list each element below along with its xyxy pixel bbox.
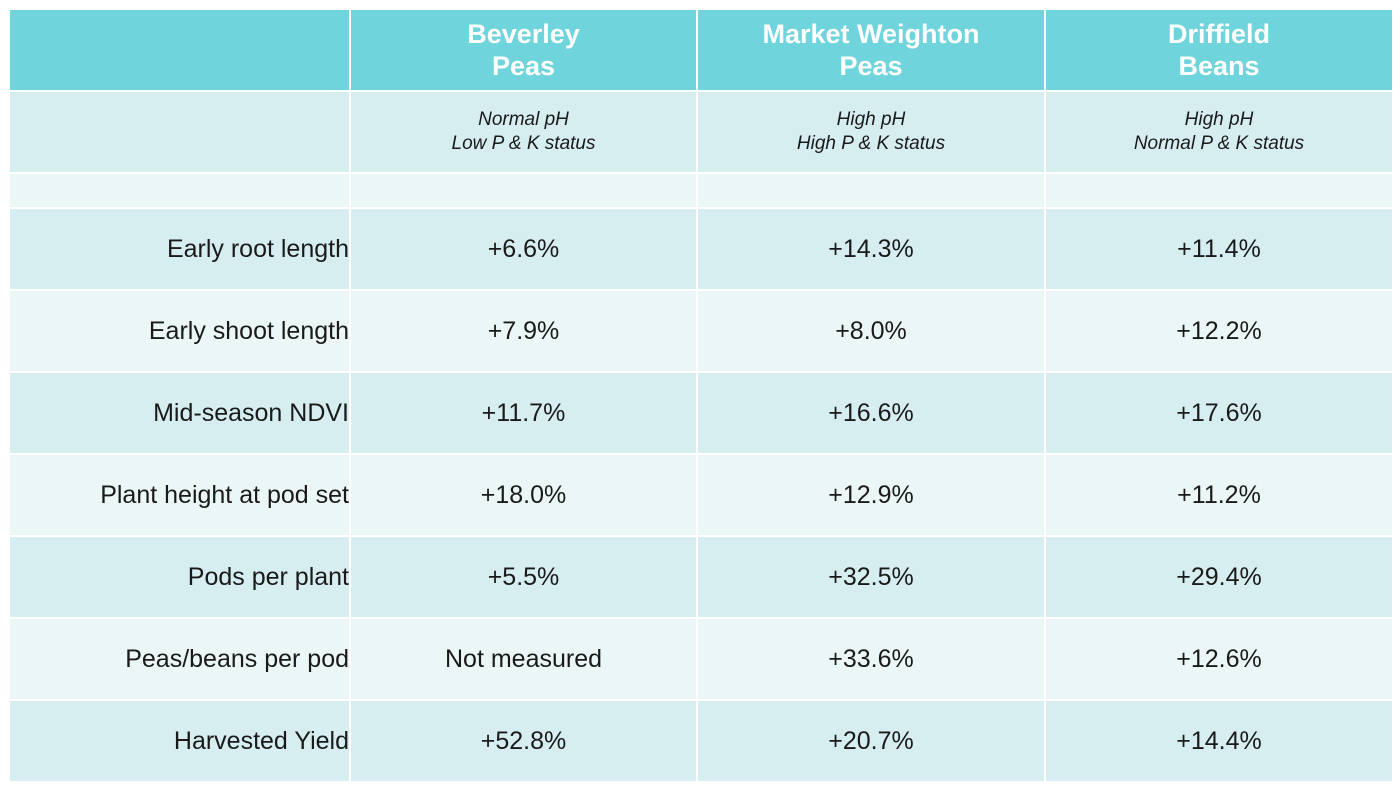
header-market-weighton-peas: Market Weighton Peas	[696, 8, 1046, 92]
value-cell: Not measured	[349, 617, 698, 701]
value-cell: +12.2%	[1044, 289, 1394, 373]
row-label: Early shoot length	[8, 289, 351, 373]
header-beverley-peas: Beverley Peas	[349, 8, 698, 92]
value-cell: +16.6%	[696, 371, 1046, 455]
header-corner-cell	[8, 8, 351, 92]
value-cell: +20.7%	[696, 699, 1046, 783]
value-cell: +12.9%	[696, 453, 1046, 537]
value-cell: +8.0%	[696, 289, 1046, 373]
header-line-2: Peas	[491, 51, 556, 81]
condition-ph: Normal pH	[478, 109, 569, 130]
value-cell: +11.7%	[349, 371, 698, 455]
value-cell: +12.6%	[1044, 617, 1394, 701]
value-cell: +7.9%	[349, 289, 698, 373]
conditions-corner-cell	[8, 90, 351, 174]
header-line-1: Beverley	[467, 19, 580, 49]
value-cell: +33.6%	[696, 617, 1046, 701]
spacer-cell	[1044, 172, 1394, 209]
conditions-row: Normal pH Low P & K status High pH High …	[8, 90, 1394, 174]
value-cell: +32.5%	[696, 535, 1046, 619]
conditions-cell: High pH Normal P & K status	[1044, 90, 1394, 174]
value-cell: +11.2%	[1044, 453, 1394, 537]
row-label: Pods per plant	[8, 535, 351, 619]
value-cell: +18.0%	[349, 453, 698, 537]
header-line-1: Driffield	[1167, 19, 1270, 49]
table-row: Early root length +6.6% +14.3% +11.4%	[8, 207, 1394, 291]
table-row: Early shoot length +7.9% +8.0% +12.2%	[8, 289, 1394, 373]
value-cell: +52.8%	[349, 699, 698, 783]
value-cell: +29.4%	[1044, 535, 1394, 619]
value-cell: +14.3%	[696, 207, 1046, 291]
table-row: Peas/beans per pod Not measured +33.6% +12.…	[8, 617, 1394, 701]
header-line-2: Peas	[839, 51, 903, 81]
results-table-body: Beverley Peas Market Weighton Peas Driff…	[8, 8, 1394, 783]
condition-ph: High pH	[836, 109, 906, 130]
header-line-2: Beans	[1178, 51, 1260, 81]
header-line-1: Market Weighton	[762, 19, 980, 49]
table-row: Plant height at pod set +18.0% +12.9% +11.2…	[8, 453, 1394, 537]
spacer-row	[8, 172, 1394, 209]
header-row: Beverley Peas Market Weighton Peas Driff…	[8, 8, 1394, 92]
value-cell: +17.6%	[1044, 371, 1394, 455]
conditions-cell: Normal pH Low P & K status	[349, 90, 698, 174]
condition-pk-status: Normal P & K status	[1133, 133, 1305, 154]
condition-ph: High pH	[1184, 109, 1254, 130]
table-row: Harvested Yield +52.8% +20.7% +14.4%	[8, 699, 1394, 783]
condition-pk-status: Low P & K status	[451, 133, 596, 154]
value-cell: +11.4%	[1044, 207, 1394, 291]
row-label: Early root length	[8, 207, 351, 291]
spacer-cell	[696, 172, 1046, 209]
header-driffield-beans: Driffield Beans	[1044, 8, 1394, 92]
spacer-cell	[349, 172, 698, 209]
conditions-cell: High pH High P & K status	[696, 90, 1046, 174]
value-cell: +14.4%	[1044, 699, 1394, 783]
table-row: Pods per plant +5.5% +32.5% +29.4%	[8, 535, 1394, 619]
row-label: Plant height at pod set	[8, 453, 351, 537]
value-cell: +6.6%	[349, 207, 698, 291]
row-label: Mid-season NDVI	[8, 371, 351, 455]
results-table: Beverley Peas Market Weighton Peas Driff…	[8, 8, 1394, 783]
row-label: Harvested Yield	[8, 699, 351, 783]
table-row: Mid-season NDVI +11.7% +16.6% +17.6%	[8, 371, 1394, 455]
condition-pk-status: High P & K status	[796, 133, 946, 154]
value-cell: +5.5%	[349, 535, 698, 619]
spacer-cell	[8, 172, 351, 209]
row-label: Peas/beans per pod	[8, 617, 351, 701]
